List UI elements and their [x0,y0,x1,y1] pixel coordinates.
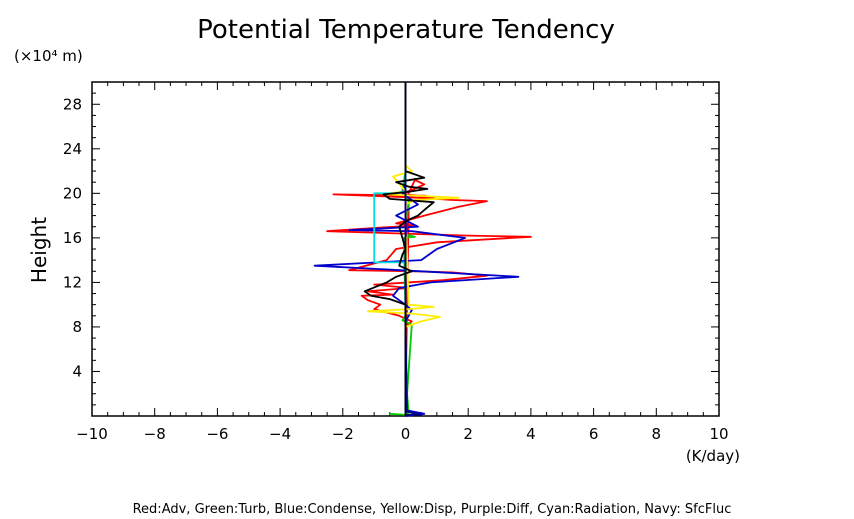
x-tick-label: −2 [332,425,354,443]
x-tick-label: −8 [144,425,166,443]
series-group [313,82,532,417]
x-units-label: (K/day) [686,447,740,465]
x-tick-label: −4 [269,425,291,443]
y-tick-label: 12 [63,273,82,291]
y-tick-label: 4 [72,362,82,380]
x-tick-label: 0 [401,425,411,443]
y-axis-label: Height [27,217,51,283]
x-tick-label: 10 [709,425,728,443]
x-tick-label: 6 [589,425,599,443]
y-tick-label: 24 [63,140,82,158]
y-tick-label: 8 [72,318,82,336]
y-tick-label: 28 [63,95,82,113]
series-line-disp [366,82,460,416]
chart-title: Potential Temperature Tendency [197,15,615,45]
x-tick-label: 4 [526,425,536,443]
legend-text: Red:Adv, Green:Turb, Blue:Condense, Yell… [133,502,732,517]
series-line-adv [326,179,532,416]
y-tick-label: 16 [63,229,82,247]
x-tick-label: −10 [76,425,108,443]
x-tick-label: 8 [652,425,662,443]
x-tick-label: −6 [206,425,228,443]
x-tick-label: 2 [463,425,473,443]
y-units-label: (×10⁴ m) [14,47,83,65]
y-tick-label: 20 [63,184,82,202]
series-line-total [363,82,435,416]
series-line-condense [313,82,520,417]
